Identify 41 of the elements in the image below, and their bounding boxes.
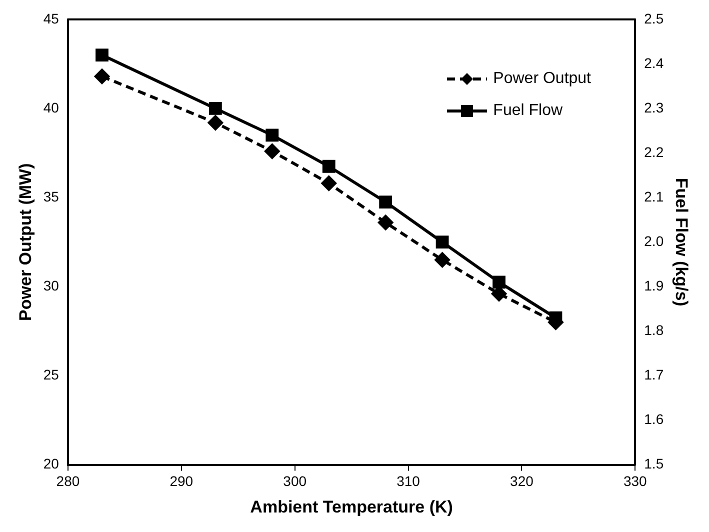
point (434, 252, 450, 268)
y2-tick-label: 2.3 (644, 99, 664, 116)
y2-tick-label: 2.1 (644, 188, 664, 204)
point (322, 160, 336, 173)
point (94, 68, 110, 84)
point (492, 276, 506, 289)
point (208, 102, 222, 115)
x-tick-label: 310 (396, 473, 420, 490)
point (321, 176, 336, 191)
point (266, 128, 279, 142)
y2-tick-label: 2.5 (644, 10, 664, 26)
x-tick-label: 300 (283, 473, 307, 490)
legend-label: Fuel Flow (493, 102, 563, 120)
y2-tick-label: 1.7 (644, 366, 664, 383)
x-tick-label: 330 (623, 473, 648, 490)
y2-axis-title: Fuel Flow (kg/s) (672, 178, 692, 306)
point (378, 215, 394, 230)
y-axis-title: Power Output (MW) (16, 163, 35, 321)
x-tick-label: 290 (170, 473, 194, 490)
y2-tick-label: 1.8 (644, 322, 664, 338)
y-tick-label: 25 (43, 366, 60, 383)
x-tick-label: 320 (510, 473, 534, 490)
point (96, 48, 108, 62)
point (436, 236, 449, 249)
point (379, 196, 392, 208)
x-tick-label: 280 (56, 473, 80, 490)
y-tick-label: 30 (43, 278, 60, 294)
point (264, 144, 280, 159)
y2-tick-label: 2.4 (644, 54, 664, 71)
y-tick-label: 40 (43, 99, 60, 116)
point (208, 115, 223, 130)
y2-tick-label: 1.5 (644, 456, 664, 472)
y-tick-label: 45 (43, 10, 60, 26)
y2-tick-label: 2.0 (644, 232, 664, 249)
x-axis-title: Ambient Temperature (K) (250, 497, 453, 516)
y-tick-label: 20 (43, 456, 60, 472)
y2-tick-label: 1.6 (644, 411, 664, 428)
y-tick-label: 35 (43, 188, 60, 204)
y2-tick-label: 1.9 (644, 278, 664, 294)
y2-tick-label: 2.2 (644, 144, 664, 160)
legend-label: Power Output (493, 70, 591, 88)
